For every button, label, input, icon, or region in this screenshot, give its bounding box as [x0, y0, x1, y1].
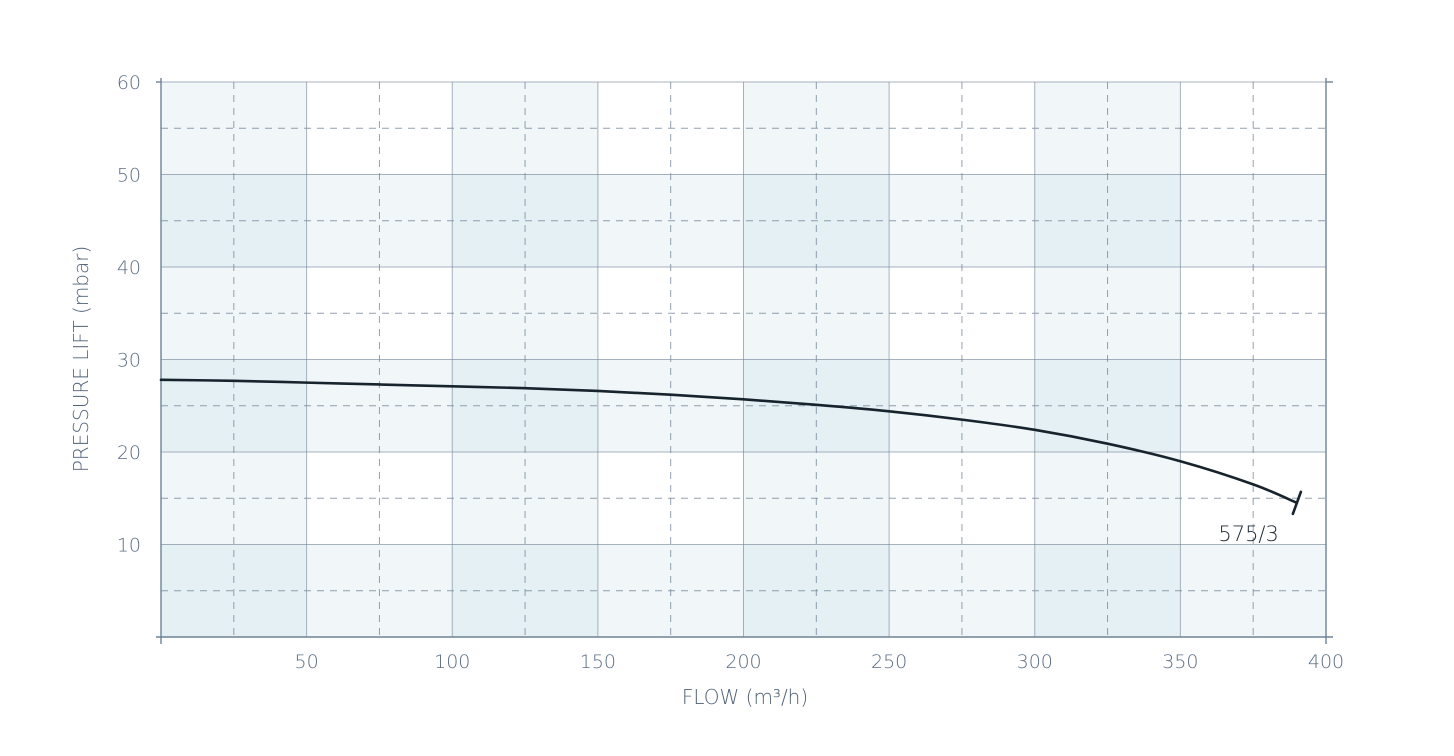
- x-tick-label: 200: [725, 651, 761, 673]
- series-label: 575/3: [1218, 522, 1279, 546]
- series-end-marker: [1291, 490, 1303, 516]
- major-gridlines: [161, 81, 1327, 637]
- x-tick-label: 150: [580, 651, 616, 673]
- series-line: [159, 378, 1299, 505]
- y-tick-label: 10: [117, 535, 141, 557]
- axes: [156, 78, 1333, 644]
- y-tick-label: 60: [117, 72, 141, 94]
- x-tick-label: 300: [1017, 651, 1053, 673]
- y-tick-labels: 10 20 30 40 50 60: [117, 72, 141, 557]
- y-tick-label: 50: [117, 165, 141, 187]
- x-tick-label: 100: [434, 651, 470, 673]
- y-tick-label: 30: [117, 350, 141, 372]
- x-tick-label: 400: [1308, 651, 1344, 673]
- x-tick-label: 250: [871, 651, 907, 673]
- x-tick-label: 350: [1162, 651, 1198, 673]
- y-axis-title: PRESSURE LIFT (mbar): [69, 246, 93, 473]
- x-tick-labels: 50 100 150 200 250 300 350 400: [295, 651, 1345, 673]
- series-layer: 575/3: [159, 378, 1303, 546]
- x-tick-label: 50: [295, 651, 319, 673]
- y-tick-label: 40: [117, 257, 141, 279]
- y-tick-label: 20: [117, 442, 141, 464]
- x-axis-title: FLOW (m³/h): [682, 685, 808, 709]
